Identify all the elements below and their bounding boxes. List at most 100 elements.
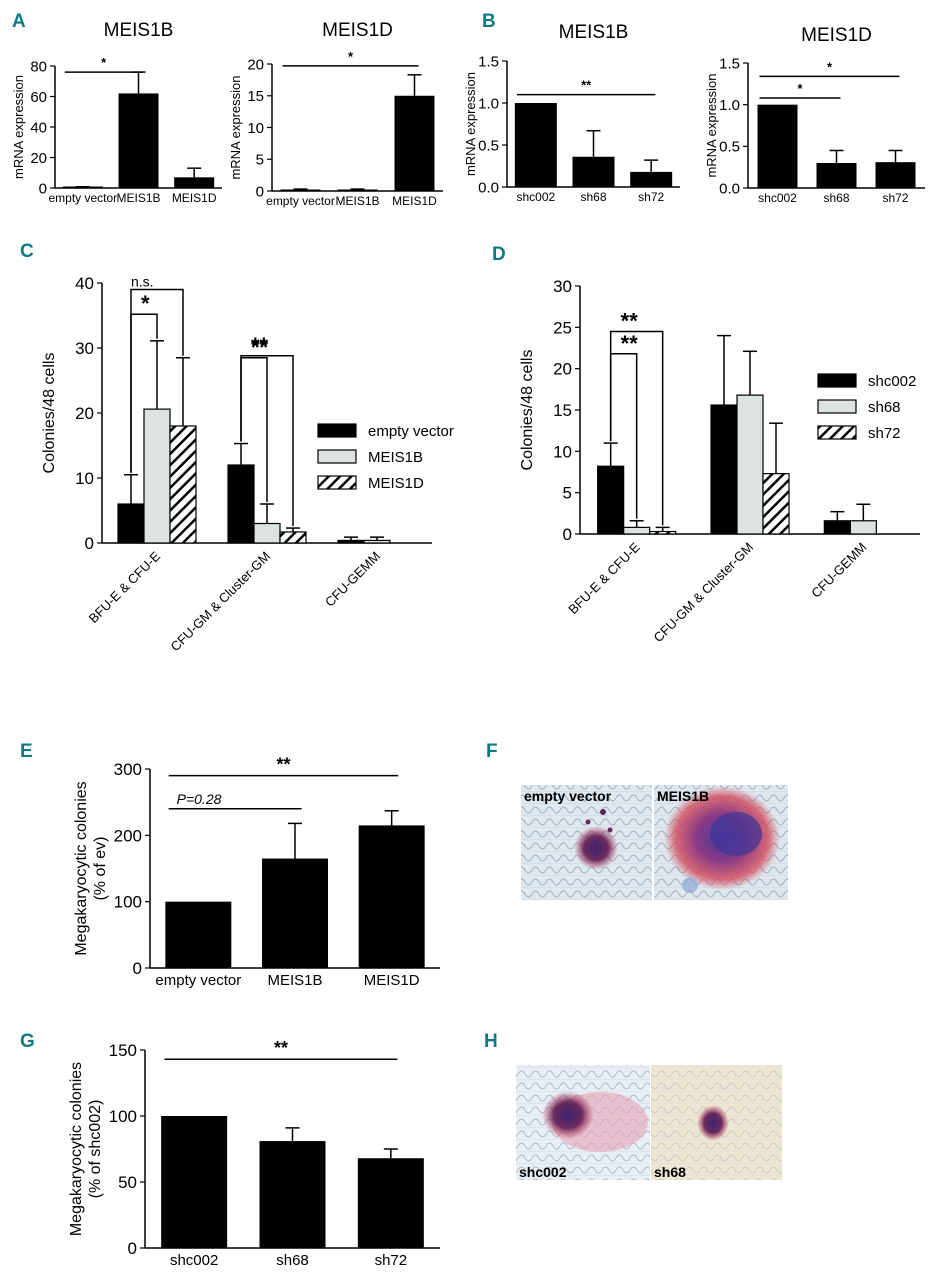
y-tick-label: 1.0 <box>719 97 740 114</box>
bar <box>227 464 255 544</box>
x-tick-label: empty vector <box>48 191 117 205</box>
y-axis-label: Megakaryocytic colonies <box>68 1062 85 1236</box>
y-tick-label: 40 <box>75 274 94 293</box>
legend-swatch <box>317 475 357 490</box>
x-tick-label: empty vector <box>266 194 335 208</box>
y-tick-label: 300 <box>114 760 142 779</box>
significance-label: * <box>348 49 354 64</box>
x-tick-label: MEIS1B <box>267 972 322 989</box>
legend-swatch <box>317 423 357 438</box>
bar <box>337 539 365 544</box>
x-tick-label: shc002 <box>516 190 555 204</box>
chart-d-colonies: 0 5 10 15 20 25 30 Colonies/48 cells BFU-E & CFU… <box>519 277 920 645</box>
bar <box>357 1158 424 1248</box>
x-tick-label: CFU-GEMM <box>322 549 383 610</box>
significance-label: * <box>827 59 833 74</box>
y-axis-label: mRNA expression <box>463 72 478 176</box>
bar <box>165 901 232 968</box>
x-tick-label: BFU-E & CFU-E <box>86 548 164 626</box>
x-tick-label: shc002 <box>758 191 797 205</box>
significance-label: ** <box>251 333 269 358</box>
x-tick-label: empty vector <box>155 972 241 989</box>
significance-label: ** <box>274 1038 288 1058</box>
y-tick-label: 100 <box>109 1107 137 1126</box>
panel-label-d: D <box>492 244 506 265</box>
y-tick-label: 25 <box>553 318 572 337</box>
bar <box>118 93 159 188</box>
bar <box>280 189 321 191</box>
panel-label-c: C <box>20 241 34 262</box>
legend-label: sh72 <box>868 425 901 442</box>
significance-bracket <box>609 330 664 526</box>
legend-label: sh68 <box>868 399 901 416</box>
bar <box>363 539 391 544</box>
chart-title: MEIS1B <box>559 22 629 43</box>
bar <box>572 156 615 187</box>
y-axis-label: Colonies/48 cells <box>41 353 58 474</box>
significance-label: ** <box>621 308 639 333</box>
panel-label-e: E <box>20 741 33 762</box>
y-tick-label: 0 <box>133 959 142 978</box>
bar <box>161 1116 228 1248</box>
bar <box>169 425 197 544</box>
chart-g-megakaryocytic: 0 50 100 150 Megakaryocytic colonies (% of sh… <box>68 1038 440 1269</box>
y-tick-label: 10 <box>553 442 572 461</box>
colony-sh68 <box>697 1105 729 1141</box>
significance-label: ** <box>581 78 592 93</box>
bar <box>394 95 435 191</box>
x-tick-label: sh68 <box>276 1252 309 1269</box>
bar <box>253 522 281 544</box>
bar <box>757 104 798 188</box>
y-tick-label: 60 <box>30 89 47 106</box>
micrograph-h: shc002 sh68 <box>516 1065 782 1180</box>
y-tick-label: 5 <box>256 152 264 169</box>
y-tick-label: 20 <box>247 56 264 73</box>
y-tick-label: 0.5 <box>719 139 740 156</box>
y-tick-label: 0.5 <box>478 137 499 154</box>
legend-label: empty vector <box>368 423 454 440</box>
bar <box>597 465 625 535</box>
legend-swatch <box>817 373 857 388</box>
y-tick-label: 200 <box>114 826 142 845</box>
bar <box>875 162 916 188</box>
legend-swatch <box>817 425 857 440</box>
y-axis-label: mRNA expression <box>228 75 243 179</box>
panel-label-b: B <box>482 11 496 32</box>
bar <box>623 526 651 535</box>
legend-label: MEIS1D <box>368 475 424 492</box>
x-tick-label: MEIS1D <box>392 194 437 208</box>
chart-title: MEIS1D <box>801 25 872 46</box>
chart-e-megakaryocytic: 0 100 200 300 Megakaryocytic colonies (% of e… <box>73 755 440 989</box>
legend-swatch <box>317 449 357 464</box>
bar <box>117 503 145 544</box>
micrograph-f-right-label: MEIS1B <box>657 788 709 804</box>
y-tick-label: 10 <box>247 120 264 137</box>
y-tick-label: 0 <box>256 183 264 200</box>
bar <box>823 520 851 535</box>
bar <box>259 1141 326 1248</box>
chart-title: MEIS1D <box>322 20 393 41</box>
y-axis-label: mRNA expression <box>11 75 26 179</box>
bar <box>710 404 738 535</box>
x-tick-label: sh72 <box>375 1252 408 1269</box>
panel-label-f: F <box>486 741 498 762</box>
x-tick-label: sh72 <box>638 190 664 204</box>
significance-label: ** <box>251 335 269 360</box>
y-tick-label: 50 <box>118 1173 137 1192</box>
y-tick-label: 30 <box>553 277 572 296</box>
chart-title: MEIS1B <box>104 20 174 41</box>
y-axis-label: Colonies/48 cells <box>519 350 536 471</box>
y-tick-label: 20 <box>75 404 94 423</box>
bar <box>143 408 171 544</box>
y-axis-label: (% of shc002) <box>87 1100 104 1199</box>
y-tick-label: 1.5 <box>478 53 499 70</box>
legend-label: MEIS1B <box>368 449 423 466</box>
y-tick-label: 150 <box>109 1041 137 1060</box>
significance-bracket <box>240 355 294 527</box>
significance-label: ** <box>276 755 290 775</box>
y-tick-label: 5 <box>563 484 572 503</box>
x-tick-label: MEIS1B <box>116 191 160 205</box>
x-tick-label: BFU-E & CFU-E <box>565 539 643 617</box>
x-tick-label: sh72 <box>882 191 908 205</box>
